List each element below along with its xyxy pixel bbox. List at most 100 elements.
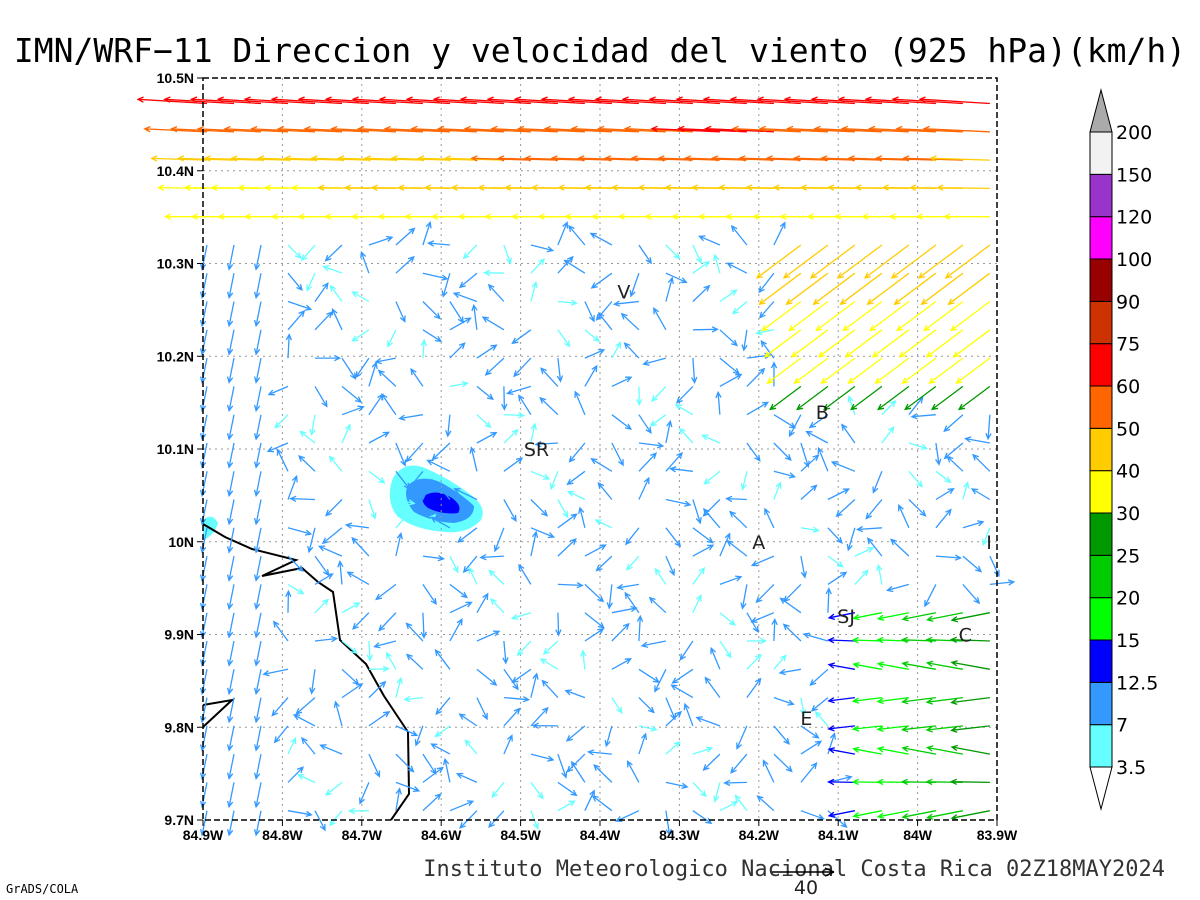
colorbar-label: 75 xyxy=(1116,334,1140,356)
wind-vector xyxy=(287,309,306,331)
wind-vector xyxy=(851,696,882,704)
wind-vector xyxy=(199,357,208,384)
wind-vector xyxy=(890,538,910,557)
wind-vector xyxy=(366,640,373,662)
wind-vector xyxy=(295,697,316,715)
wind-vector xyxy=(289,495,316,502)
wind-vector xyxy=(944,244,991,279)
wind-vector xyxy=(636,386,643,407)
wind-vector xyxy=(464,739,478,755)
wind-vector xyxy=(738,155,801,162)
wind-vector xyxy=(395,781,421,793)
wind-vector xyxy=(773,654,787,670)
wind-vector xyxy=(866,272,910,306)
wind-vector xyxy=(530,706,549,727)
wind-vector xyxy=(675,385,694,404)
wind-vector xyxy=(799,697,807,717)
wind-vector xyxy=(395,725,419,737)
wind-vector xyxy=(893,272,937,306)
wind-vector xyxy=(595,301,613,321)
wind-vector xyxy=(557,781,578,797)
wind-vector xyxy=(654,567,667,585)
wind-vector xyxy=(542,640,559,655)
wind-vector xyxy=(841,423,856,444)
wind-vector xyxy=(216,96,289,105)
wind-vector xyxy=(949,300,991,332)
wind-vector xyxy=(901,696,936,705)
wind-vector xyxy=(746,637,768,645)
wind-vector xyxy=(368,431,391,444)
wind-vector xyxy=(665,741,681,755)
wind-vector xyxy=(584,301,595,323)
wind-vector xyxy=(253,244,262,271)
reference-vector-head xyxy=(824,867,835,877)
wind-vector xyxy=(851,725,882,732)
wind-vector xyxy=(199,612,208,639)
wind-vector xyxy=(530,422,537,444)
wind-vector xyxy=(226,612,235,639)
wind-vector xyxy=(420,338,428,359)
wind-vector xyxy=(802,632,829,642)
wind-vector xyxy=(651,385,667,403)
wind-vector xyxy=(253,273,262,300)
wind-vector xyxy=(920,272,964,306)
wind-vector xyxy=(341,423,351,444)
wind-vector xyxy=(876,746,910,755)
wind-vector xyxy=(925,810,964,820)
wind-vector xyxy=(250,125,316,133)
wind-vector xyxy=(740,471,748,491)
x-tick-label: 84.2W xyxy=(739,827,780,843)
wind-vector xyxy=(530,470,551,480)
wind-vector xyxy=(704,125,774,133)
wind-vector xyxy=(653,306,667,331)
wind-vector xyxy=(539,396,559,416)
wind-vector xyxy=(674,404,694,416)
wind-vector xyxy=(584,583,605,603)
wind-vector xyxy=(458,713,478,727)
wind-vector xyxy=(253,810,262,837)
wind-vector xyxy=(876,810,910,819)
wind-vector xyxy=(625,555,640,571)
wind-vector xyxy=(449,800,475,812)
wind-vector xyxy=(501,386,508,411)
wind-vector xyxy=(287,300,313,311)
wind-vector xyxy=(910,413,936,420)
wind-vector xyxy=(808,414,829,429)
wind-vector xyxy=(746,401,770,416)
wind-vector xyxy=(414,725,424,747)
colorbar-swatch xyxy=(1089,639,1113,683)
wind-vector xyxy=(611,341,622,359)
wind-vector xyxy=(505,385,532,396)
wind-vector xyxy=(621,96,693,105)
wind-vector xyxy=(805,430,829,444)
wind-vector xyxy=(556,358,564,383)
wind-vector xyxy=(378,96,450,105)
wind-vector xyxy=(908,499,927,517)
wind-vector xyxy=(901,810,937,820)
wind-vector xyxy=(136,96,208,105)
wind-vector xyxy=(306,272,316,292)
wind-vector xyxy=(430,743,451,755)
wind-vector xyxy=(422,766,444,783)
wind-vector xyxy=(629,272,640,298)
wind-vector xyxy=(595,555,613,572)
wind-vector xyxy=(329,810,343,827)
wind-vector xyxy=(665,498,692,507)
wind-vector xyxy=(827,527,843,544)
wind-vector xyxy=(950,660,991,670)
wind-vector xyxy=(341,668,360,686)
wind-vector xyxy=(301,736,316,755)
wind-vector xyxy=(341,602,361,614)
wind-vector xyxy=(715,390,722,415)
wind-vector xyxy=(226,329,235,356)
x-tick-label: 83.9W xyxy=(977,827,1018,843)
wind-vector xyxy=(584,789,595,811)
wind-vector xyxy=(476,697,488,721)
wind-vector xyxy=(935,488,955,501)
wind-vector xyxy=(823,385,856,411)
wind-vector xyxy=(287,272,303,292)
wind-vector xyxy=(603,155,666,162)
wind-vector xyxy=(516,640,532,657)
wind-vector xyxy=(331,307,343,331)
wind-vector xyxy=(758,125,828,133)
